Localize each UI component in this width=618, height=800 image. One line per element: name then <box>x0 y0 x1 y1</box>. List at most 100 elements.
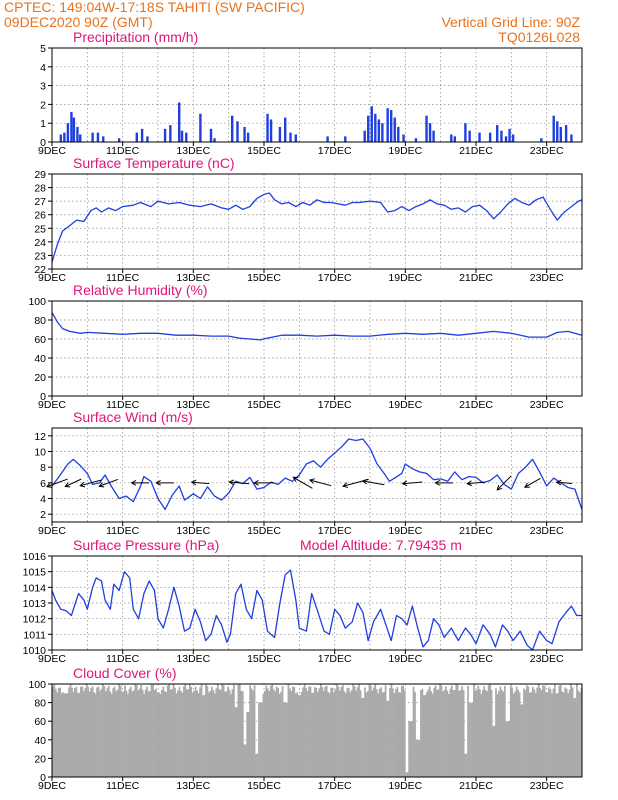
cloud-bar <box>150 684 153 777</box>
cloud-bar <box>439 684 441 777</box>
precip-bar <box>500 130 503 142</box>
precip-bar <box>278 126 282 142</box>
cloud-bar <box>59 687 62 777</box>
cloud-bar <box>446 690 449 777</box>
cloud-bar <box>554 684 556 777</box>
cloud-bar <box>63 693 66 777</box>
y-tick-label: 2 <box>40 99 46 111</box>
cloud-bar <box>215 688 218 777</box>
cloud-bar <box>389 687 391 777</box>
precip-bar <box>381 123 384 142</box>
cloud-bar <box>218 688 221 777</box>
wind-arrow-head <box>79 481 86 488</box>
cloud-bar <box>324 686 327 777</box>
cloud-bar <box>405 772 408 777</box>
cloud-bar <box>99 691 101 777</box>
cloud-bar <box>562 692 565 777</box>
cloud-bar <box>302 687 304 777</box>
y-tick-label: 0 <box>40 772 46 784</box>
wind-arrow <box>80 479 102 487</box>
cloud-bar <box>72 691 75 777</box>
cloud-bar <box>134 684 137 777</box>
cloud-bar <box>440 685 443 777</box>
cloud-bar <box>187 689 190 777</box>
wind-arrow-head <box>130 479 137 486</box>
precip-bar <box>102 136 105 142</box>
cloud-bar <box>230 693 232 777</box>
cloud-bar <box>110 693 113 777</box>
cloud-bar <box>476 689 478 777</box>
cloud-bar <box>543 685 546 777</box>
y-tick-label: 29 <box>34 169 46 181</box>
precip-bar <box>59 134 63 142</box>
cloud-bar <box>539 688 542 777</box>
cloud-bar <box>312 692 315 777</box>
cloud-bar <box>153 690 156 777</box>
cloud-bar <box>328 693 331 777</box>
x-tick-label: 13DEC <box>176 525 210 537</box>
precip-bar <box>402 134 405 142</box>
cloud-bar <box>484 689 487 777</box>
cloud-bar <box>103 686 106 777</box>
cloud-bar <box>178 686 181 777</box>
cloud-bar <box>206 685 209 777</box>
precip-bar <box>326 136 329 142</box>
cloud-bar <box>344 693 347 777</box>
cloud-bar <box>333 692 335 777</box>
cloud-bar <box>370 685 372 777</box>
cloud-bar <box>78 693 81 777</box>
cloud-bar <box>166 685 169 777</box>
cloud-bar <box>465 753 468 777</box>
x-tick-label: 17DEC <box>318 525 352 537</box>
cloud-bar <box>243 744 246 777</box>
cloud-bar <box>93 692 95 777</box>
cloud-bar <box>374 684 377 777</box>
precip-bar <box>284 117 287 142</box>
cloud-bar <box>109 691 112 777</box>
cloud-bar <box>160 689 163 777</box>
cloud-bar <box>185 689 188 777</box>
x-tick-label: 23DEC <box>530 525 564 537</box>
x-tick-label: 23DEC <box>530 653 564 665</box>
x-tick-label: 19DEC <box>388 653 422 665</box>
y-tick-label: 22 <box>34 264 46 276</box>
cloud-bar <box>336 684 338 777</box>
y-tick-label: 1010 <box>23 645 47 657</box>
precip-bar <box>370 106 373 142</box>
precip-bar <box>564 125 568 142</box>
y-tick-label: 100 <box>28 296 46 308</box>
panel-3: Relative Humidity (%) 0 20 40 60 80 100 9DEC 11D… <box>28 282 583 411</box>
cloud-bar <box>462 689 465 777</box>
cloud-bar <box>390 684 393 777</box>
cloud-bar <box>96 687 98 777</box>
x-tick-label: 19DEC <box>388 399 422 411</box>
precip-bar <box>79 134 82 142</box>
y-tick-label: 10 <box>34 447 46 459</box>
wind-arrow <box>46 478 68 488</box>
x-tick-label: 9DEC <box>38 399 66 411</box>
y-tick-label: 25 <box>34 223 46 235</box>
wind-arrow <box>496 475 512 491</box>
series-line <box>51 569 582 651</box>
precip-bar <box>236 121 239 142</box>
cloud-bar <box>496 693 499 777</box>
cloud-bar <box>274 691 277 777</box>
cloud-bar <box>512 693 515 777</box>
cloud-bar <box>520 704 522 777</box>
precip-bar <box>70 111 73 142</box>
cloud-bar <box>346 688 349 777</box>
wind-arrow <box>362 480 385 486</box>
cloud-bar <box>140 684 143 777</box>
cloud-bar <box>487 685 490 777</box>
cloud-bar <box>125 690 128 777</box>
precip-bar <box>559 126 562 142</box>
cloud-bar <box>577 690 580 777</box>
wind-arrow <box>556 481 573 485</box>
cloud-bar <box>261 702 263 777</box>
series-line <box>51 438 583 511</box>
cloud-bar <box>331 687 334 777</box>
cloud-bar <box>306 690 309 777</box>
cloud-bar <box>375 689 378 777</box>
cloud-bar <box>212 690 215 777</box>
cloud-bar <box>489 684 491 777</box>
